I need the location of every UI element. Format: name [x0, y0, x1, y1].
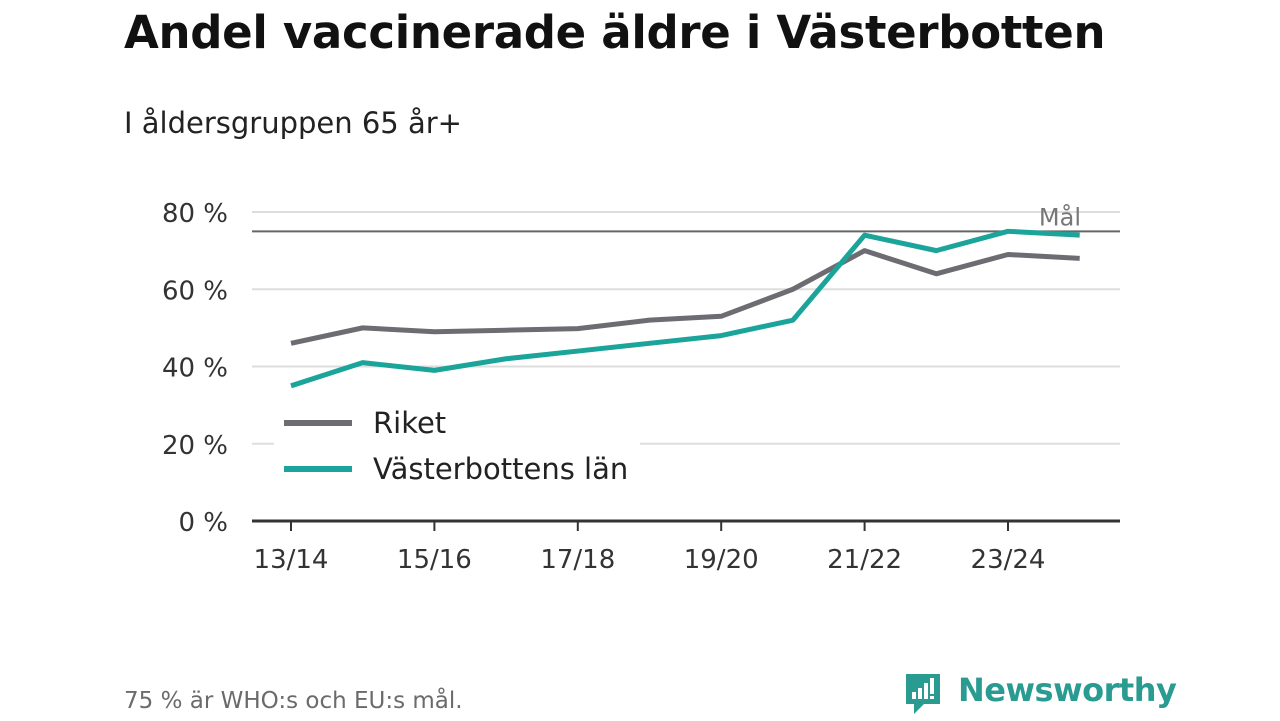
x-tick-label: 19/20 — [684, 545, 759, 575]
x-tick-label: 13/14 — [254, 545, 329, 575]
x-tick-label: 15/16 — [397, 545, 472, 575]
brand-name: Newsworthy — [958, 671, 1177, 709]
x-tick-label: 21/22 — [827, 545, 902, 575]
chart-title: Andel vaccinerade äldre i Västerbotten — [124, 6, 1106, 59]
target-label: Mål — [1039, 202, 1081, 231]
footnote: 75 % är WHO:s och EU:s mål. — [124, 688, 463, 714]
chart-subtitle: I åldersgruppen 65 år+ — [124, 106, 462, 140]
series-line-vasterbotten — [290, 228, 1080, 389]
legend-label-vasterbotten: Västerbottens län — [373, 452, 628, 486]
newsworthy-logo-icon — [906, 674, 940, 714]
legend-label-riket: Riket — [373, 406, 446, 440]
y-tick-label: 40 % — [162, 354, 228, 384]
y-tick-label: 80 % — [162, 199, 228, 229]
legend-background — [274, 400, 640, 496]
newsworthy-logo: Newsworthy — [902, 671, 1177, 717]
y-tick-label: 0 % — [178, 508, 228, 538]
series-line-riket — [290, 248, 1080, 346]
line-chart: 0 % 20 % 40 % 60 % 80 % Mål 13/14 15/16 17/18 19/… — [162, 199, 1120, 575]
x-tick-label: 23/24 — [971, 545, 1046, 575]
y-tick-label: 20 % — [162, 431, 228, 461]
y-tick-label: 60 % — [162, 276, 228, 306]
x-tick-label: 17/18 — [540, 545, 615, 575]
